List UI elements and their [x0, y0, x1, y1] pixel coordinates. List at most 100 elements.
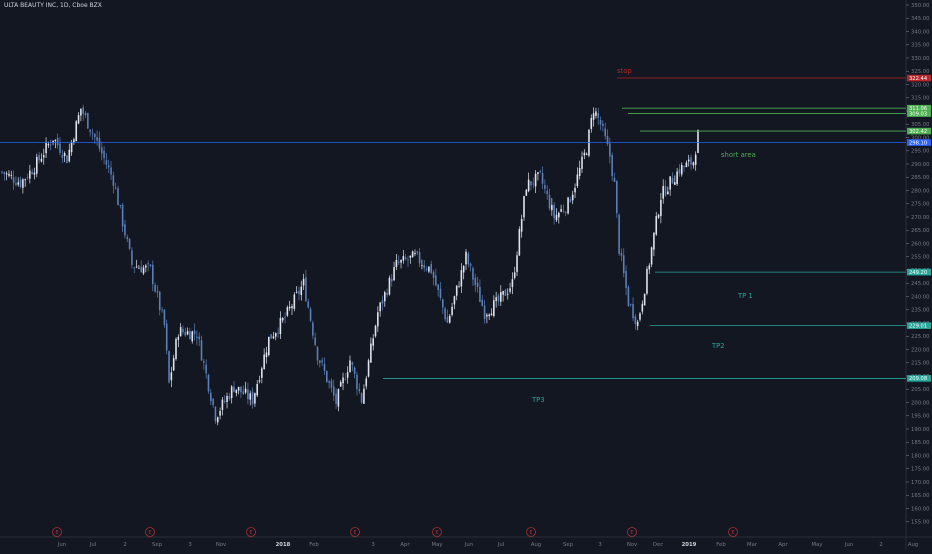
- level-price-tag-tp3: [907, 375, 931, 382]
- candle-body: [189, 331, 191, 340]
- candle-body: [418, 252, 421, 264]
- candle-body: [321, 360, 323, 363]
- y-tick-label: 200.00: [911, 400, 930, 406]
- candle-body: [437, 284, 439, 290]
- candle-body: [332, 386, 335, 396]
- candle-body: [680, 164, 683, 175]
- candle-body: [685, 162, 688, 168]
- candle-body: [442, 299, 444, 308]
- earnings-marker[interactable]: [432, 527, 442, 537]
- candle-body: [694, 154, 697, 165]
- y-tick-label: 270.00: [911, 215, 930, 221]
- candle-body: [179, 327, 182, 337]
- y-tick-label: 190.00: [911, 427, 930, 433]
- candle-body: [509, 288, 511, 292]
- candle-body: [370, 343, 372, 363]
- candle-body: [124, 224, 126, 236]
- candle-body: [599, 120, 602, 125]
- candle-body: [625, 270, 627, 288]
- y-tick-label: 330.00: [911, 56, 930, 62]
- x-tick-label: May: [812, 542, 823, 548]
- candle-body: [411, 251, 414, 258]
- candle-body: [609, 143, 611, 157]
- candle-body: [84, 113, 87, 116]
- candle-body: [10, 174, 13, 176]
- y-tick-label: 245.00: [911, 281, 930, 287]
- earnings-marker[interactable]: [145, 527, 155, 537]
- candle-body: [622, 255, 625, 274]
- x-tick-label: 2018: [276, 542, 291, 548]
- candle-body: [544, 185, 546, 189]
- candle-body: [650, 247, 653, 265]
- candle-body: [91, 132, 94, 134]
- candle-body: [251, 391, 254, 405]
- annotation-tp2[interactable]: TP2: [711, 342, 725, 350]
- annotation-stop[interactable]: stop: [617, 67, 632, 75]
- candle-body: [161, 309, 163, 311]
- annotation-tp-1[interactable]: TP 1: [737, 292, 753, 300]
- x-tick-label: Jun: [844, 542, 853, 548]
- y-tick-label: 195.00: [911, 414, 930, 420]
- candle-body: [5, 173, 8, 175]
- candle-body: [595, 111, 597, 116]
- candle-body: [353, 367, 356, 374]
- earnings-marker[interactable]: [728, 527, 738, 537]
- candle-body: [423, 265, 426, 268]
- candle-body: [87, 113, 89, 129]
- x-tick-label: 2: [879, 542, 882, 548]
- earnings-marker[interactable]: [350, 527, 360, 537]
- level-price-tag-tp1: [907, 268, 931, 276]
- x-tick-label: Aug: [908, 542, 918, 548]
- candle-body: [502, 290, 504, 295]
- earnings-marker[interactable]: [627, 527, 637, 537]
- y-tick-label: 350.00: [911, 3, 930, 9]
- candle-body: [560, 209, 562, 212]
- candle-body: [135, 266, 138, 268]
- x-tick-label: Nov: [216, 542, 226, 548]
- candle-body: [360, 393, 363, 403]
- candle-body: [476, 282, 479, 287]
- candle-body: [518, 229, 521, 256]
- candle-body: [374, 325, 377, 337]
- y-tick-label: 205.00: [911, 387, 930, 393]
- candle-body: [669, 176, 671, 190]
- candle-body: [379, 302, 381, 312]
- candle-body: [94, 133, 96, 138]
- y-tick-label: 255.00: [911, 255, 930, 261]
- candle-body: [460, 270, 463, 287]
- x-tick-label: Jul: [89, 542, 96, 548]
- candle-body: [240, 386, 242, 393]
- candle-body: [553, 204, 555, 219]
- candle-body: [664, 186, 667, 196]
- candle-body: [328, 381, 330, 383]
- candle-body: [346, 372, 349, 378]
- y-tick-label: 165.00: [911, 493, 930, 499]
- level-price-label-entry-3: 302.42: [909, 129, 927, 135]
- earnings-marker[interactable]: [52, 527, 62, 537]
- candle-body: [407, 259, 409, 261]
- annotation-tp3[interactable]: TP3: [531, 396, 545, 404]
- candle-body: [546, 190, 548, 195]
- candle-body: [73, 139, 75, 143]
- candle-body: [70, 141, 73, 153]
- candle-body: [114, 187, 117, 189]
- candle-body: [175, 339, 177, 359]
- level-price-tag-tp2: [907, 322, 931, 329]
- annotation-short-area[interactable]: short area: [721, 151, 756, 159]
- candle-body: [59, 143, 61, 154]
- candle-body: [256, 384, 258, 396]
- candle-body: [293, 294, 296, 309]
- candle-body: [386, 292, 388, 295]
- candle-body: [558, 212, 560, 218]
- candle-body: [451, 306, 453, 315]
- candle-body: [690, 157, 692, 165]
- earnings-marker[interactable]: [246, 527, 256, 537]
- earnings-marker[interactable]: [526, 527, 536, 537]
- candle-body: [414, 252, 416, 254]
- candle-body: [80, 108, 82, 116]
- candle-body: [254, 393, 256, 404]
- x-tick-label: Aug: [531, 542, 541, 548]
- candle-body: [671, 178, 674, 184]
